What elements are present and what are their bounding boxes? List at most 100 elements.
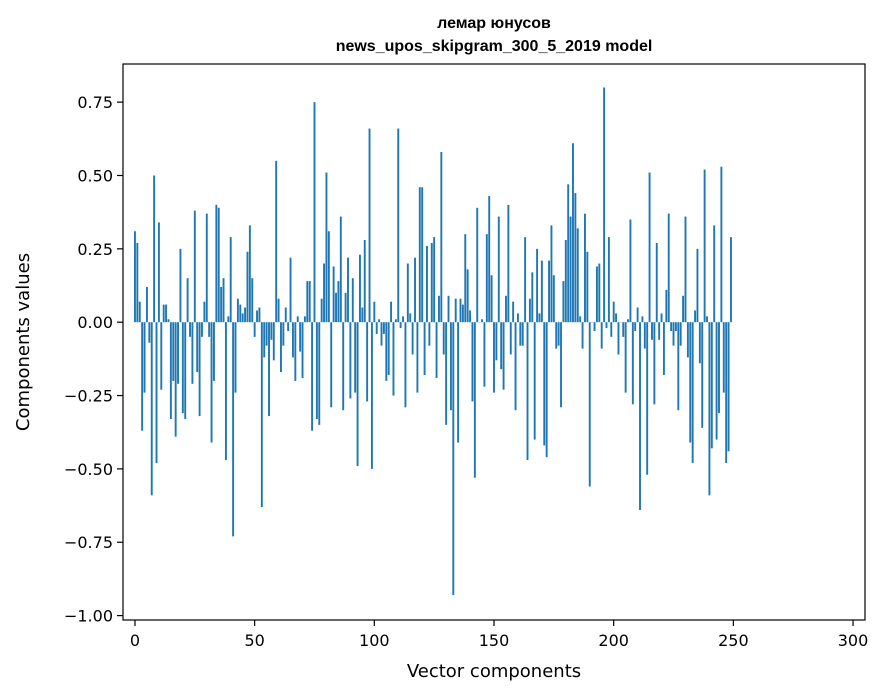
bar-133: [452, 322, 455, 596]
bar-228: [679, 322, 682, 346]
bar-52: [258, 307, 261, 323]
bar-106: [387, 322, 390, 376]
x-tick-label: 100: [359, 631, 390, 650]
bar-180: [564, 240, 567, 323]
bar-128: [440, 152, 443, 323]
bar-181: [567, 184, 570, 323]
bar-26: [196, 322, 199, 373]
bar-216: [651, 322, 653, 340]
bar-219: [658, 322, 661, 340]
bar-97: [366, 322, 369, 402]
bar-77: [318, 322, 321, 425]
bar-248: [727, 322, 730, 452]
bar-214: [646, 322, 649, 475]
bar-186: [579, 316, 582, 323]
bar-232: [689, 322, 692, 443]
bar-167: [533, 322, 536, 440]
bar-108: [392, 322, 395, 396]
bar-201: [615, 313, 618, 323]
bar-63: [284, 307, 287, 323]
bar-102: [378, 319, 381, 323]
bar-83: [332, 266, 335, 323]
bar-138: [464, 234, 467, 323]
bar-94: [359, 254, 361, 323]
bar-151: [495, 322, 498, 361]
bar-140: [469, 310, 472, 323]
plot-frame: [122, 63, 866, 621]
bar-224: [670, 322, 673, 331]
bar-147: [485, 234, 488, 323]
bar-20: [181, 322, 184, 414]
y-axis: −1.00 −0.75 −0.50 −0.25 0.00 0.25 0.50 0.75: [64, 93, 123, 626]
x-tick-label: 300: [838, 631, 869, 650]
bar-131: [447, 295, 450, 323]
bar-28: [201, 322, 203, 337]
bar-117: [414, 257, 416, 323]
bar-136: [459, 298, 462, 323]
y-tick-label: 0.25: [77, 240, 113, 259]
bar-227: [677, 322, 680, 411]
bar-57: [270, 322, 273, 340]
bar-230: [684, 216, 687, 323]
bar-212: [641, 316, 644, 323]
bar-41: [232, 322, 235, 537]
bar-174: [550, 225, 553, 323]
bar-225: [672, 322, 675, 346]
bar-168: [536, 248, 539, 323]
bar-55: [265, 322, 268, 346]
bar-2: [138, 301, 141, 323]
bar-36: [220, 286, 223, 323]
bar-196: [603, 87, 606, 323]
bar-213: [643, 322, 646, 349]
chart-subtitle: news_upos_skipgram_300_5_2019 model: [336, 38, 653, 55]
bar-157: [509, 322, 512, 355]
bar-24: [191, 322, 194, 384]
y-tick-label: 0.50: [77, 166, 113, 185]
bar-48: [248, 225, 251, 323]
bar-68: [296, 316, 299, 323]
bar-209: [634, 322, 637, 331]
bar-12: [162, 304, 165, 323]
y-tick-label: 0.00: [77, 313, 113, 332]
bar-119: [418, 187, 421, 323]
bar-100: [373, 301, 376, 323]
x-axis: 0 50 100 150 200 250 300: [130, 620, 868, 650]
bar-45: [241, 313, 244, 323]
bar-150: [493, 322, 495, 393]
bar-135: [457, 322, 460, 443]
bar-15: [169, 322, 172, 420]
bar-125: [433, 237, 436, 323]
bar-0: [134, 231, 136, 323]
bar-166: [531, 272, 534, 323]
bar-127: [437, 295, 440, 323]
bar-154: [502, 322, 505, 390]
bar-183: [572, 143, 574, 323]
bar-54: [263, 322, 266, 358]
y-tick-label: 0.75: [77, 93, 113, 112]
bar-120: [421, 187, 424, 323]
bar-35: [217, 207, 220, 323]
bar-16: [172, 322, 175, 381]
bar-110: [397, 128, 400, 323]
bar-199: [610, 322, 613, 337]
bar-221: [662, 322, 665, 376]
bar-145: [481, 319, 483, 323]
bar-111: [399, 322, 402, 329]
bar-14: [167, 319, 170, 323]
bar-123: [428, 322, 431, 346]
bar-59: [275, 160, 278, 323]
bar-236: [698, 322, 701, 364]
bar-240: [708, 322, 711, 496]
bar-86: [339, 216, 342, 323]
bar-139: [466, 269, 469, 323]
bar-113: [404, 322, 407, 408]
bar-105: [385, 322, 388, 381]
bar-109: [394, 319, 397, 323]
bar-220: [660, 313, 663, 323]
bar-4: [143, 322, 146, 393]
bar-163: [524, 237, 527, 323]
y-tick-label: −1.00: [64, 607, 113, 626]
bar-1: [136, 242, 139, 323]
bar-37: [222, 278, 225, 323]
